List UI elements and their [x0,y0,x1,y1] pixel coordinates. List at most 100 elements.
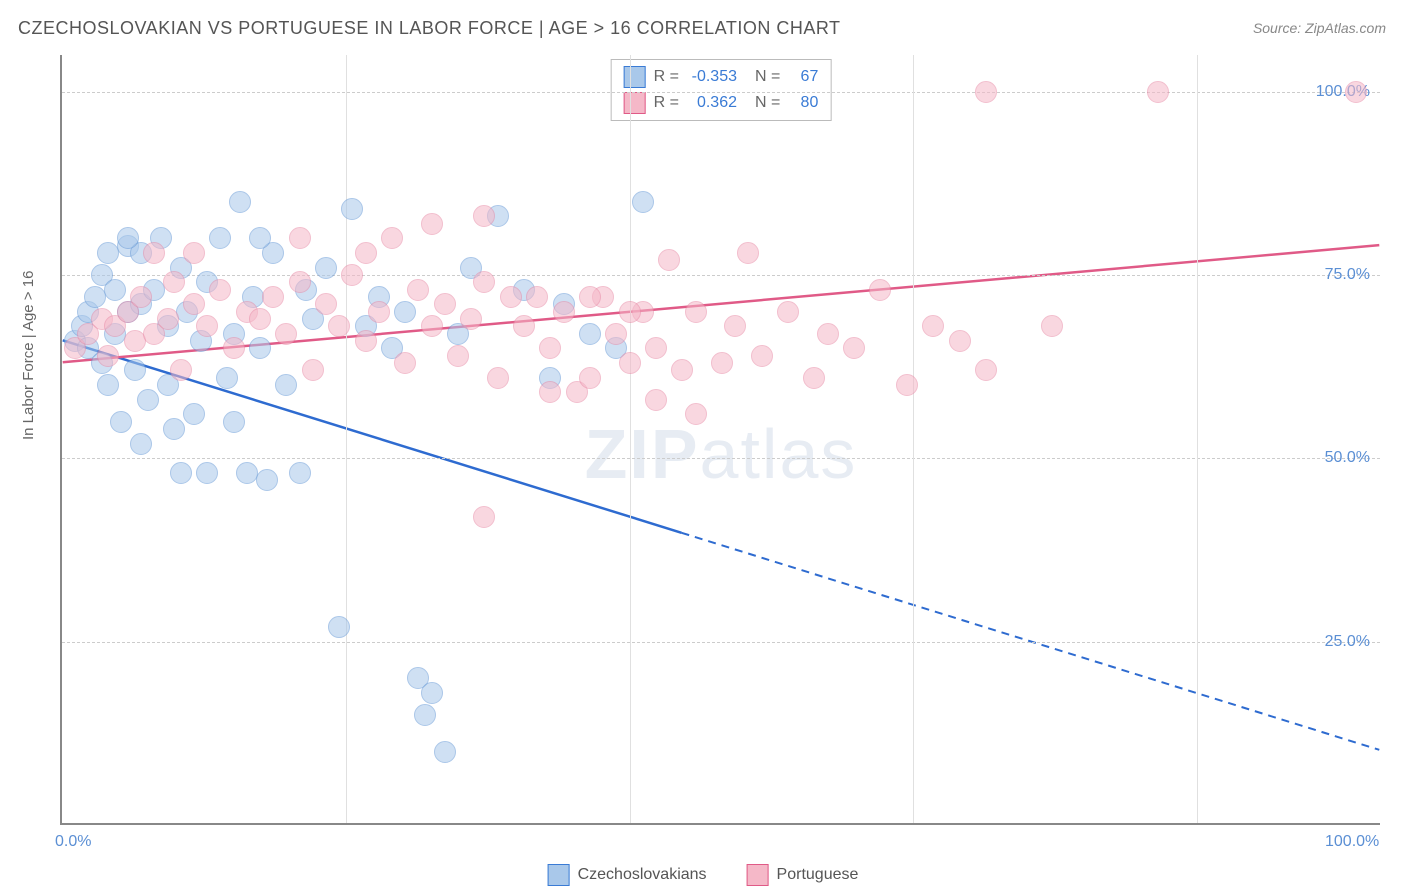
plot-area: ZIPatlas R =-0.353N =67R =0.362N =80 25.… [60,55,1380,825]
legend-swatch [548,864,570,886]
scatter-point-czechoslovakians [130,433,152,455]
scatter-point-czechoslovakians [394,301,416,323]
scatter-point-portuguese [500,286,522,308]
scatter-point-portuguese [777,301,799,323]
scatter-point-portuguese [97,345,119,367]
stat-r-value: -0.353 [687,68,737,86]
scatter-point-portuguese [223,337,245,359]
scatter-point-portuguese [817,323,839,345]
scatter-point-portuguese [249,308,271,330]
stats-legend-row: R = 0.362 N = 80 [624,90,819,116]
legend-swatch [624,92,646,114]
stat-r-value: 0.362 [687,94,737,112]
legend-swatch [624,66,646,88]
scatter-point-portuguese [394,352,416,374]
scatter-point-portuguese [163,271,185,293]
scatter-point-portuguese [539,337,561,359]
scatter-point-portuguese [526,286,548,308]
scatter-point-portuguese [487,367,509,389]
gridline-vertical [346,55,347,823]
scatter-point-portuguese [619,352,641,374]
scatter-point-czechoslovakians [421,682,443,704]
legend-label: Czechoslovakians [578,866,707,884]
scatter-point-portuguese [196,315,218,337]
legend-label: Portuguese [777,866,859,884]
scatter-point-portuguese [975,81,997,103]
y-axis-title: In Labor Force | Age > 16 [20,271,37,440]
stats-legend: R =-0.353N =67R =0.362N =80 [611,59,832,121]
scatter-point-portuguese [143,242,165,264]
scatter-point-portuguese [671,359,693,381]
scatter-point-portuguese [658,249,680,271]
scatter-point-portuguese [685,403,707,425]
scatter-point-czechoslovakians [209,227,231,249]
scatter-point-portuguese [183,293,205,315]
legend-item: Czechoslovakians [548,864,707,886]
scatter-point-portuguese [302,359,324,381]
y-tick-label: 75.0% [1325,266,1370,284]
scatter-point-portuguese [619,301,641,323]
scatter-point-portuguese [447,345,469,367]
scatter-point-portuguese [896,374,918,396]
scatter-point-portuguese [157,308,179,330]
stat-n-value: 80 [788,94,818,112]
x-tick-label: 100.0% [1325,833,1379,851]
scatter-point-portuguese [381,227,403,249]
scatter-point-portuguese [579,367,601,389]
legend-item: Portuguese [747,864,859,886]
scatter-point-czechoslovakians [137,389,159,411]
scatter-point-portuguese [1147,81,1169,103]
scatter-point-czechoslovakians [97,374,119,396]
scatter-point-portuguese [949,330,971,352]
gridline-horizontal [62,92,1380,93]
scatter-point-portuguese [289,227,311,249]
scatter-point-czechoslovakians [414,704,436,726]
gridline-vertical [1197,55,1198,823]
scatter-point-portuguese [645,337,667,359]
scatter-point-portuguese [209,279,231,301]
scatter-point-czechoslovakians [249,337,271,359]
scatter-point-portuguese [803,367,825,389]
scatter-point-portuguese [421,213,443,235]
scatter-point-czechoslovakians [229,191,251,213]
scatter-point-portuguese [1041,315,1063,337]
scatter-point-czechoslovakians [104,279,126,301]
scatter-point-portuguese [1345,81,1367,103]
stat-r-label: R = [654,94,679,112]
stats-legend-row: R =-0.353N =67 [624,64,819,90]
scatter-point-czechoslovakians [84,286,106,308]
watermark: ZIPatlas [585,414,858,494]
scatter-point-portuguese [605,323,627,345]
stat-r-label: R = [654,68,679,86]
scatter-point-portuguese [275,323,297,345]
scatter-point-portuguese [341,264,363,286]
stat-n-label: N = [755,68,780,86]
gridline-horizontal [62,642,1380,643]
scatter-point-portuguese [130,286,152,308]
scatter-point-portuguese [975,359,997,381]
scatter-point-portuguese [262,286,284,308]
scatter-point-portuguese [685,301,707,323]
scatter-point-czechoslovakians [183,403,205,425]
scatter-point-czechoslovakians [315,257,337,279]
scatter-point-czechoslovakians [275,374,297,396]
scatter-point-portuguese [513,315,535,337]
series-legend: Czechoslovakians Portuguese [548,864,859,886]
y-tick-label: 50.0% [1325,449,1370,467]
stat-n-label: N = [755,94,780,112]
watermark-zip: ZIP [585,415,700,493]
scatter-point-portuguese [579,286,601,308]
gridline-horizontal [62,275,1380,276]
scatter-point-czechoslovakians [434,741,456,763]
legend-swatch [747,864,769,886]
scatter-point-portuguese [869,279,891,301]
scatter-point-portuguese [421,315,443,337]
scatter-point-czechoslovakians [632,191,654,213]
scatter-point-portuguese [645,389,667,411]
scatter-point-czechoslovakians [216,367,238,389]
gridline-vertical [913,55,914,823]
scatter-point-czechoslovakians [124,359,146,381]
scatter-point-portuguese [355,330,377,352]
scatter-point-czechoslovakians [110,411,132,433]
y-tick-label: 25.0% [1325,633,1370,651]
